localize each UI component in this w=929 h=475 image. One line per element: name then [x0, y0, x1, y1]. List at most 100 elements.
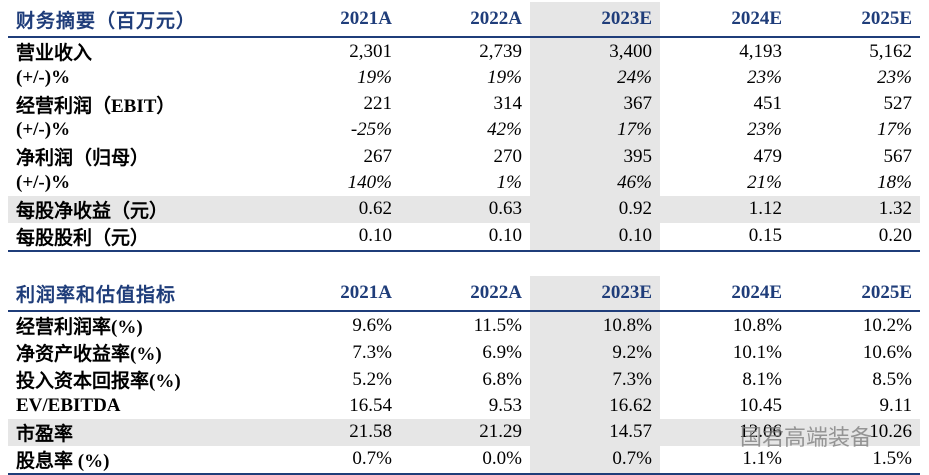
value-cell: 12.06	[660, 418, 790, 446]
row-label: 净资产收益率(%)	[16, 344, 162, 365]
header-cell: 2023E	[530, 2, 660, 38]
value-cell: 18%	[877, 171, 912, 193]
value-cell: 9.11	[879, 394, 912, 416]
row-label: 股息率 (%)	[8, 445, 270, 475]
value-cell: 21.29	[400, 418, 530, 446]
value-cell: 1.1%	[660, 445, 790, 475]
row-label: 营业收入	[16, 43, 93, 64]
row-label: (+/-)%	[16, 119, 71, 141]
financial-summary-table: 财务摘要（百万元） 2021A 2022A 2023E 2024E 2025E 营业收入 2,…	[8, 2, 920, 252]
value-cell: 2,301	[349, 40, 392, 62]
row-label: 投入资本回报率(%)	[16, 371, 181, 392]
row-label: 经营利润（EBIT）	[16, 95, 176, 117]
value-cell: 16.54	[349, 394, 392, 416]
value-cell: 0.7%	[530, 445, 660, 475]
header-row: 财务摘要（百万元） 2021A 2022A 2023E 2024E 2025E	[8, 2, 920, 38]
value-cell: 5,162	[869, 40, 912, 62]
value-cell: 527	[883, 93, 913, 114]
header-cell: 2024E	[660, 2, 790, 38]
value-cell: 24%	[530, 65, 660, 91]
value-cell: 221	[363, 93, 393, 114]
value-cell: 1.5%	[790, 445, 920, 475]
table-body: 营业收入 2,301 2,739 3,400 4,193 5,162 (+/-)% 19% 19…	[8, 37, 920, 252]
value-cell: 4,193	[739, 40, 782, 62]
value-cell: 10.26	[790, 418, 920, 446]
value-cell: 11.5%	[473, 314, 522, 336]
value-cell: 8.5%	[872, 368, 912, 390]
header-cell: 2021A	[270, 276, 400, 312]
row-label: (+/-)%	[16, 171, 71, 193]
value-cell: 10.1%	[732, 341, 782, 363]
value-cell: 270	[493, 145, 523, 167]
value-cell: 14.57	[530, 418, 660, 446]
header-cell: 2022A	[400, 276, 530, 312]
value-cell: 19%	[357, 66, 392, 88]
table-row: (+/-)% -25% 42% 17% 23% 17%	[8, 117, 920, 143]
value-cell: 7.3%	[530, 366, 660, 393]
header-cell: 利润率和估值指标	[8, 276, 270, 312]
row-label: 每股净收益（元）	[8, 195, 270, 223]
value-cell: -25%	[350, 119, 392, 141]
value-cell: 567	[883, 145, 913, 167]
value-cell: 23%	[747, 119, 782, 141]
row-label: 净利润（归母）	[16, 148, 150, 169]
table-header: 利润率和估值指标 2021A 2022A 2023E 2024E 2025E	[8, 276, 920, 312]
value-cell: 0.15	[660, 222, 790, 252]
value-cell: 10.8%	[732, 314, 782, 336]
value-cell: 140%	[347, 171, 392, 193]
table-row: (+/-)% 19% 19% 24% 23% 23%	[8, 65, 920, 91]
value-cell: 267	[363, 145, 393, 167]
header-cell: 2024E	[660, 276, 790, 312]
value-cell: 10.45	[739, 394, 782, 416]
valuation-table: 利润率和估值指标 2021A 2022A 2023E 2024E 2025E 经营利润率(%…	[8, 276, 920, 475]
table-row: (+/-)% 140% 1% 46% 21% 18%	[8, 170, 920, 196]
value-cell: 6.9%	[482, 341, 522, 363]
row-label: 经营利润率(%)	[16, 317, 143, 338]
value-cell: 1.32	[790, 195, 920, 223]
value-cell: 0.63	[400, 195, 530, 223]
table-row: 股息率 (%) 0.7% 0.0% 0.7% 1.1% 1.5%	[8, 445, 920, 475]
watermark: 国君高端装备	[740, 426, 873, 451]
header-cell: 2021A	[270, 2, 400, 38]
table-row: 每股净收益（元） 0.62 0.63 0.92 1.12 1.32	[8, 195, 920, 223]
row-label: EV/EBITDA	[16, 394, 121, 416]
value-cell: 10.2%	[862, 314, 912, 336]
value-cell: 10.6%	[862, 341, 912, 363]
value-cell: 21%	[747, 171, 782, 193]
value-cell: 395	[530, 143, 660, 170]
table-header: 财务摘要（百万元） 2021A 2022A 2023E 2024E 2025E	[8, 2, 920, 38]
row-label: 每股股利（元）	[8, 222, 270, 252]
value-cell: 16.62	[530, 393, 660, 419]
value-cell: 17%	[877, 119, 912, 141]
value-cell: 10.8%	[530, 311, 660, 339]
value-cell: 23%	[747, 66, 782, 88]
table-row: 净利润（归母） 267 270 395 479 567	[8, 143, 920, 170]
table-row: EV/EBITDA 16.54 9.53 16.62 10.45 9.11	[8, 393, 920, 419]
value-cell: 479	[753, 145, 783, 167]
value-cell: 5.2%	[352, 368, 392, 390]
table-row: 投入资本回报率(%) 5.2% 6.8% 7.3% 8.1% 8.5%	[8, 366, 920, 393]
value-cell: 19%	[487, 66, 522, 88]
value-cell: 0.62	[270, 195, 400, 223]
table-row: 经营利润率(%) 9.6% 11.5% 10.8% 10.8% 10.2%	[8, 311, 920, 339]
value-cell: 451	[753, 93, 783, 114]
header-cell: 2025E	[790, 276, 920, 312]
value-cell: 9.2%	[530, 339, 660, 366]
value-cell: 21.58	[270, 418, 400, 446]
row-label: 市盈率	[8, 418, 270, 446]
header-cell: 2023E	[530, 276, 660, 312]
value-cell: 0.10	[270, 222, 400, 252]
value-cell: 1%	[496, 171, 522, 193]
value-cell: 367	[530, 90, 660, 118]
table-row: 每股股利（元） 0.10 0.10 0.10 0.15 0.20	[8, 222, 920, 252]
value-cell: 3,400	[530, 37, 660, 65]
value-cell: 46%	[530, 170, 660, 196]
value-cell: 6.8%	[482, 368, 522, 390]
value-cell: 9.6%	[352, 314, 392, 336]
value-cell: 314	[493, 93, 523, 114]
row-label: (+/-)%	[16, 66, 71, 88]
value-cell: 9.53	[488, 394, 522, 416]
table-body: 经营利润率(%) 9.6% 11.5% 10.8% 10.8% 10.2% 净资产收益率(%…	[8, 311, 920, 475]
table-row: 净资产收益率(%) 7.3% 6.9% 9.2% 10.1% 10.6%	[8, 339, 920, 366]
